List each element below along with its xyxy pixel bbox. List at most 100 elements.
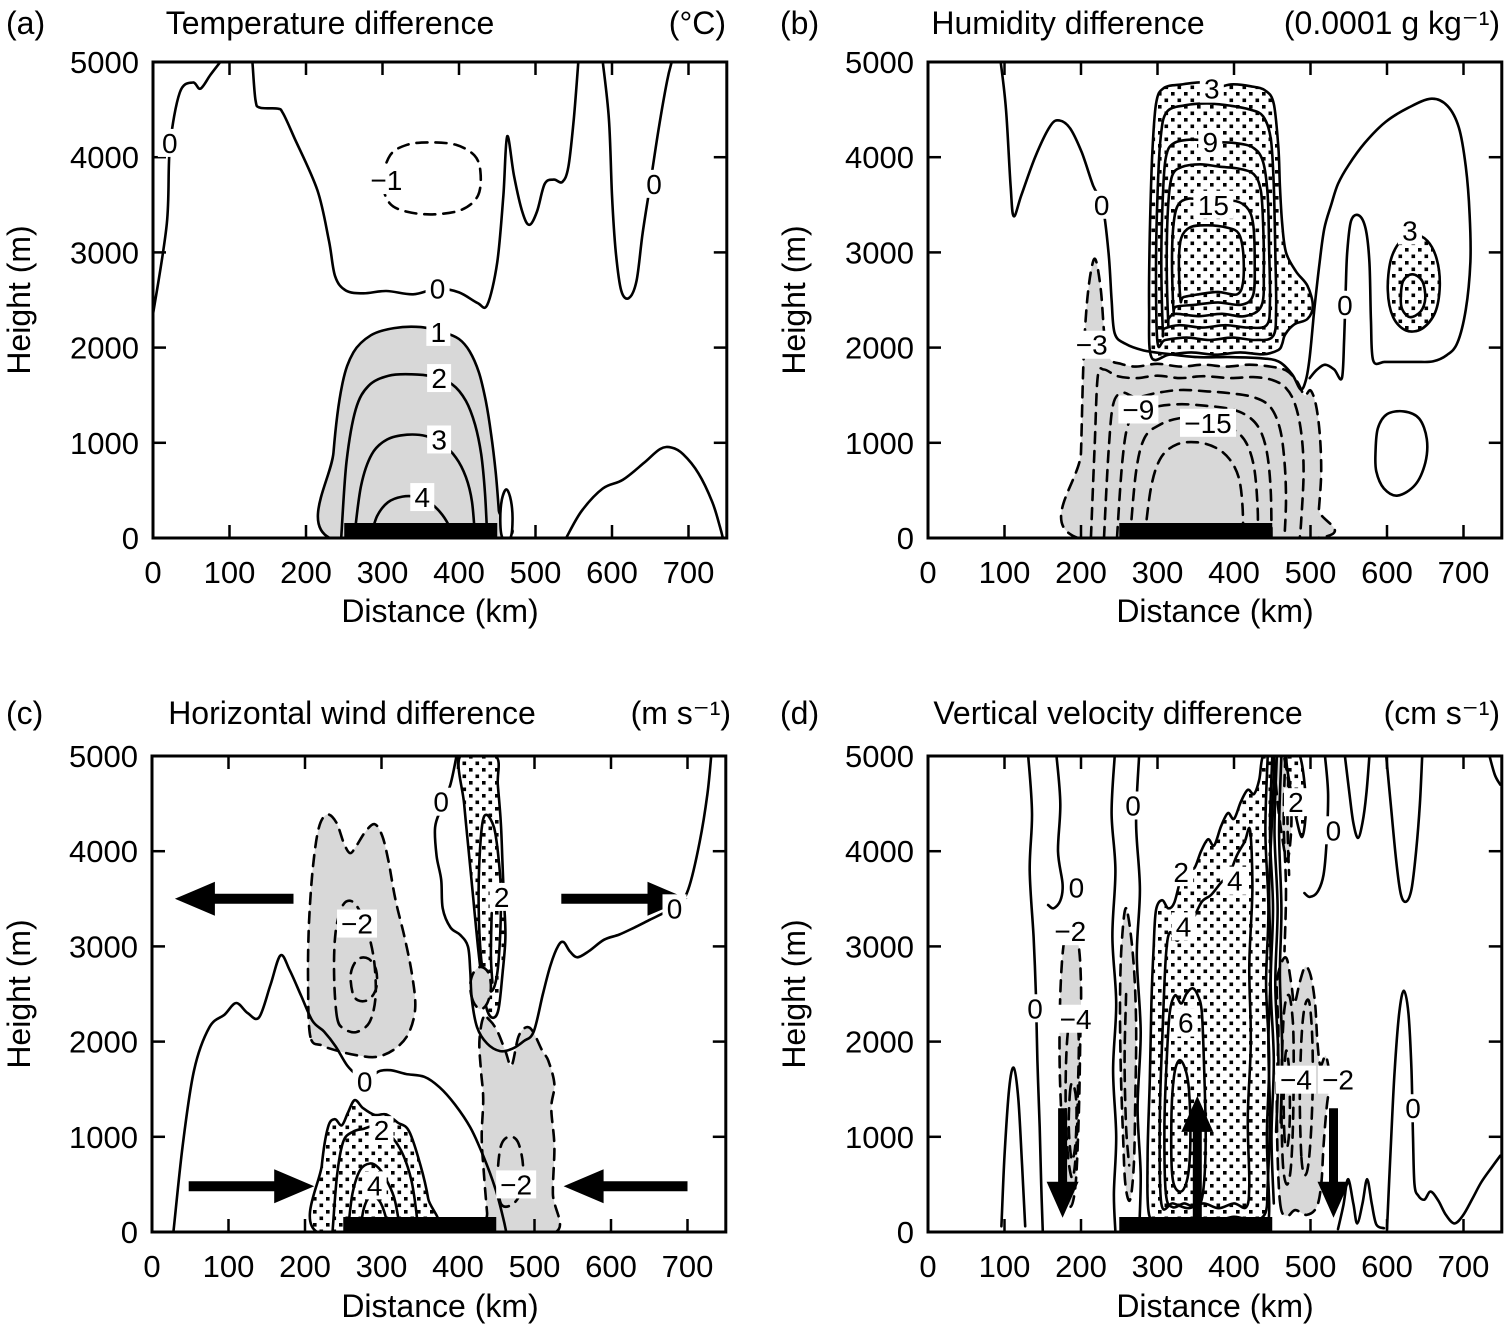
panel-b-unit: (0.0001 g kg⁻¹) [1284, 5, 1500, 41]
contour-label: 2 [494, 882, 510, 913]
panel-d-xlabel: Distance (km) [1116, 1288, 1313, 1324]
y-tick-label: 1000 [70, 426, 139, 461]
x-tick-label: 200 [1055, 555, 1107, 590]
contour-path [151, 60, 222, 316]
contour-label-box [489, 882, 514, 911]
contour-label: 15 [1198, 190, 1229, 221]
contour-path [1067, 1081, 1078, 1162]
contour-path [1169, 1058, 1192, 1193]
contour-label-box [1321, 816, 1346, 845]
contour-path [1089, 366, 1305, 540]
down-arrow [1046, 1108, 1079, 1218]
contour-label-box [366, 166, 407, 195]
contour-label: 6 [1178, 1008, 1194, 1039]
x-tick-label: 600 [585, 1249, 637, 1284]
panel-b-tag: (b) [780, 5, 819, 41]
y-tick-label: 2000 [69, 1025, 138, 1060]
surface-heat-bar [1119, 523, 1273, 538]
x-tick-label: 400 [1208, 1249, 1260, 1284]
contour-label-box [429, 787, 454, 816]
contour-path [498, 488, 514, 540]
contour-label: 0 [1326, 815, 1342, 846]
contour-label-box [1401, 1094, 1426, 1123]
panel-c-title: Horizontal wind difference [168, 695, 536, 731]
contour-label-box [1121, 791, 1146, 820]
x-tick-label: 600 [1361, 1249, 1413, 1284]
contour-label: 1 [431, 317, 447, 348]
contour-path [316, 325, 514, 540]
contour-label-box [1332, 290, 1357, 319]
contour-path [1165, 162, 1266, 327]
panel-d-unit: (cm s⁻¹) [1384, 695, 1500, 731]
contour-label: 3 [1204, 74, 1220, 105]
contour-label: 2 [374, 1115, 390, 1146]
contour-path [251, 60, 580, 310]
contour-label-box [1118, 395, 1159, 424]
contour-path [172, 953, 508, 1234]
contour-path [1118, 906, 1138, 1203]
x-tick-label: 100 [979, 1249, 1031, 1284]
contour-label-box [157, 128, 182, 157]
contour-path [1102, 388, 1288, 540]
panel-a-xlabel: Distance (km) [341, 593, 538, 629]
contour-path [1384, 754, 1424, 904]
contour-label: 0 [430, 274, 446, 305]
panel-a-ylabel: Height (m) [1, 225, 37, 374]
contour-label: −4 [1280, 1065, 1312, 1096]
contour-label-box [1071, 330, 1112, 359]
contour-label-box [1169, 858, 1194, 887]
contour-label-box [1283, 788, 1308, 817]
contour-path [1046, 754, 1064, 910]
y-tick-label: 1000 [845, 1120, 914, 1155]
x-tick-label: 400 [433, 555, 485, 590]
contour-path [433, 754, 713, 1053]
plot-frame [151, 60, 729, 540]
panel-a-tag: (a) [6, 5, 45, 41]
surface-heat-bar [343, 1217, 497, 1232]
contour-path [1264, 754, 1271, 1224]
surface-heat-bar [344, 523, 498, 538]
contour-label: −2 [500, 1169, 532, 1200]
y-tick-label: 5000 [845, 739, 914, 774]
contour-label: 0 [1337, 290, 1353, 321]
contour-label: 4 [1176, 911, 1192, 942]
contour-label: −2 [1054, 916, 1086, 947]
contour-path [601, 60, 673, 300]
contour-path [352, 433, 477, 540]
contour-label-box [1318, 1065, 1359, 1094]
contour-label: 3 [1402, 216, 1418, 247]
y-tick-label: 0 [897, 1215, 914, 1250]
contour-label: 4 [414, 482, 430, 513]
contour-path [1154, 102, 1278, 349]
x-tick-label: 500 [509, 1249, 561, 1284]
contour-label-box [1198, 127, 1223, 156]
contour-label: 0 [1405, 1093, 1421, 1124]
contour-path [477, 813, 503, 993]
y-tick-label: 4000 [69, 834, 138, 869]
panel-a-title: Temperature difference [166, 5, 494, 41]
x-tick-label: 400 [1208, 555, 1260, 590]
contour-path [496, 1135, 525, 1209]
contour-label-box [1222, 866, 1247, 895]
contour-label-box [1023, 994, 1048, 1023]
contour-label: −4 [1060, 1004, 1092, 1035]
y-tick-label: 0 [121, 1215, 138, 1250]
contour-label-box [1179, 408, 1236, 437]
contour-label: 0 [1094, 190, 1110, 221]
contour-label: 0 [646, 169, 662, 200]
contour-label: 0 [1069, 872, 1085, 903]
panel-d-title: Vertical velocity difference [933, 695, 1302, 731]
contour-label-box [1050, 917, 1091, 946]
contour-path [457, 754, 507, 1020]
contour-label: −1 [370, 165, 402, 196]
x-tick-label: 700 [1438, 555, 1490, 590]
contour-path [1343, 754, 1371, 840]
contour-label-box [425, 274, 450, 303]
contour-path [1000, 1066, 1027, 1228]
contour-path [1298, 998, 1315, 1177]
contour-path [349, 956, 379, 1003]
y-tick-label: 3000 [845, 235, 914, 270]
contour-path [1134, 754, 1143, 1234]
x-tick-label: 600 [1361, 555, 1413, 590]
x-tick-label: 200 [279, 1249, 331, 1284]
